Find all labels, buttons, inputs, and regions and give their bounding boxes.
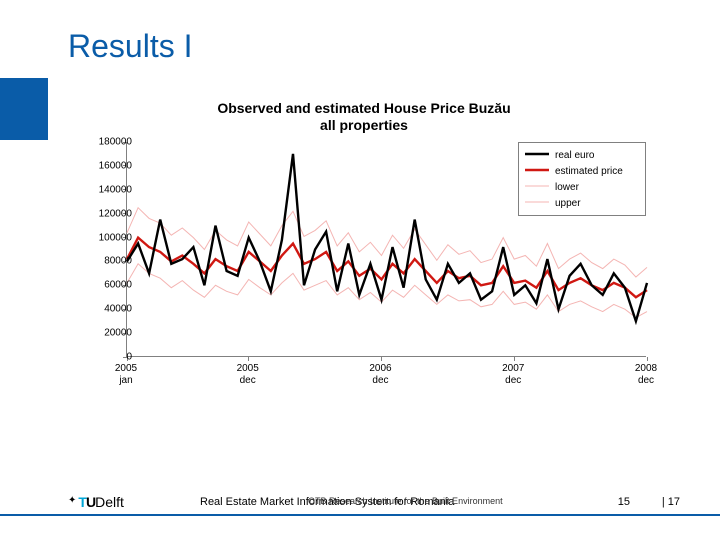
ytick-label: 40000 (82, 304, 132, 315)
ytick-label: 0 (82, 352, 132, 363)
xtick-label-month: dec (638, 375, 654, 386)
legend-row: real euro (525, 147, 639, 163)
ytick-label: 160000 (82, 160, 132, 171)
slide-title: Results I (68, 28, 192, 65)
xtick-label-year: 2005 (237, 363, 259, 374)
xtick-label-month: dec (505, 375, 521, 386)
footer: ✦ TU Delft Real Estate Market Informatio… (0, 486, 720, 516)
accent-bar (0, 78, 48, 140)
legend-swatch (525, 149, 549, 162)
chart-title: Observed and estimated House Price Buzău… (68, 100, 660, 134)
legend-swatch (525, 181, 549, 194)
tu-delft-logo: ✦ TU Delft (68, 494, 124, 510)
xtick-mark (381, 357, 382, 361)
legend-swatch (525, 165, 549, 178)
ytick-label: 20000 (82, 328, 132, 339)
xtick-mark (647, 357, 648, 361)
xtick-label-month: jan (119, 375, 132, 386)
series-upper (127, 208, 647, 277)
xtick-label-year: 2006 (369, 363, 391, 374)
xtick-label-month: dec (240, 375, 256, 386)
xtick-label-month: dec (372, 375, 388, 386)
xtick-label-year: 2005 (115, 363, 137, 374)
legend-row: upper (525, 195, 639, 211)
legend-label: upper (555, 198, 581, 209)
legend-label: lower (555, 182, 579, 193)
chart-title-line2: all properties (320, 117, 408, 133)
ytick-label: 120000 (82, 208, 132, 219)
ytick-label: 60000 (82, 280, 132, 291)
footer-page-a: 15 (618, 496, 630, 508)
legend-row: lower (525, 179, 639, 195)
ytick-label: 140000 (82, 184, 132, 195)
legend-label: real euro (555, 150, 594, 161)
footer-page-b: | 17 (662, 496, 680, 508)
logo-tu: TU (78, 494, 95, 510)
chart: Observed and estimated House Price Buzău… (68, 100, 660, 410)
legend: real euro estimated price lower upper (518, 142, 646, 216)
xtick-label-year: 2008 (635, 363, 657, 374)
xtick-mark (514, 357, 515, 361)
footer-rule (0, 514, 720, 516)
footer-center-text: Real Estate Market Information System fo… (200, 496, 454, 508)
series-estimated-price (127, 238, 647, 298)
legend-row: estimated price (525, 163, 639, 179)
ytick-label: 80000 (82, 256, 132, 267)
flame-icon: ✦ (68, 495, 76, 506)
chart-title-line1: Observed and estimated House Price Buzău (217, 100, 510, 116)
ytick-label: 100000 (82, 232, 132, 243)
footer-overlay-text: OTB Research Institute for the Built Env… (308, 496, 503, 506)
legend-label: estimated price (555, 166, 623, 177)
xtick-label-year: 2007 (502, 363, 524, 374)
xtick-mark (248, 357, 249, 361)
logo-delft: Delft (95, 494, 124, 510)
legend-swatch (525, 197, 549, 210)
ytick-label: 180000 (82, 137, 132, 148)
